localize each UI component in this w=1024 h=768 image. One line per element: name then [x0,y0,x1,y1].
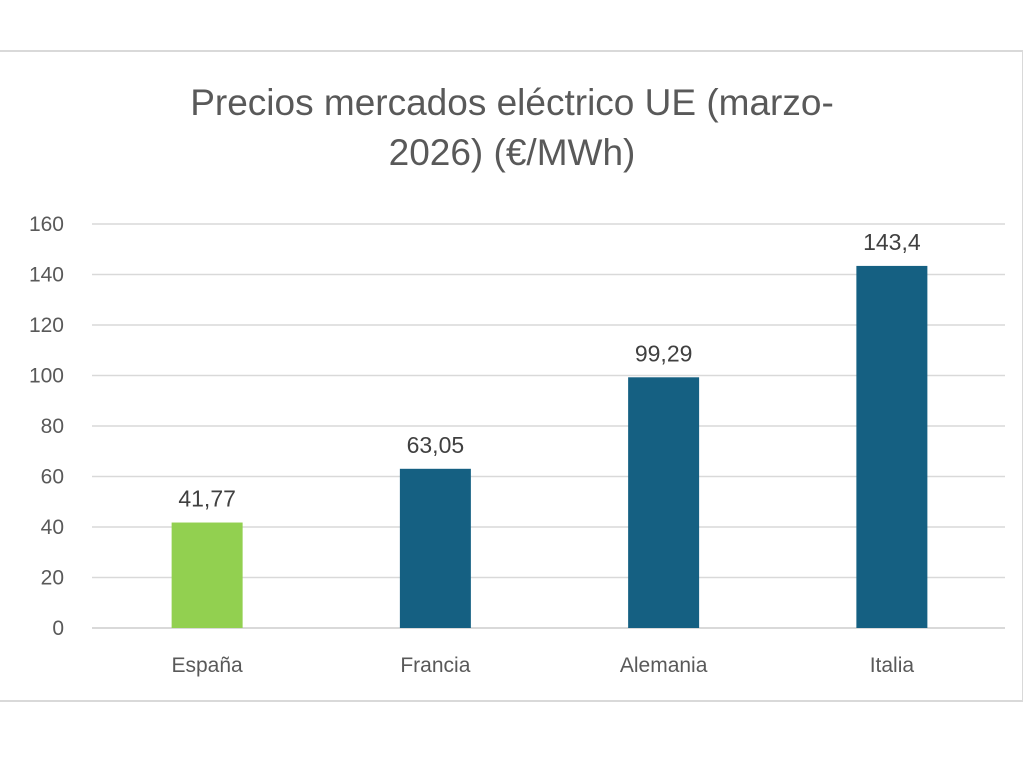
chart-title: Precios mercados eléctrico UE (marzo- 20… [0,78,1024,178]
y-tick-label: 160 [29,213,64,236]
data-label: 99,29 [635,340,693,366]
data-labels: 41,77 63,05 99,29 143,4 [178,229,921,512]
y-tick-label: 40 [41,516,64,539]
data-label: 63,05 [407,432,465,458]
bars [171,265,928,628]
x-tick-label: España [172,654,244,677]
y-tick-label: 20 [41,567,64,590]
chart-title-line-1: Precios mercados eléctrico UE (marzo- [190,82,834,123]
bar-españa [171,522,243,628]
bar-alemania [628,377,700,628]
x-tick-label: Alemania [620,654,708,677]
data-label: 41,77 [178,486,236,512]
y-tick-label: 100 [29,365,64,388]
y-tick-label: 120 [29,314,64,337]
gridlines [92,223,1005,629]
y-tick-label: 60 [41,466,64,489]
y-tick-label: 140 [29,264,64,287]
bar-italia [856,265,928,628]
y-tick-label: 80 [41,415,64,438]
x-axis-ticks: España Francia Alemania Italia [172,654,915,677]
x-tick-label: Italia [870,654,915,677]
data-label: 143,4 [863,229,921,255]
x-tick-label: Francia [400,654,470,677]
bar-francia [399,468,471,628]
y-tick-label: 0 [52,617,64,640]
chart-title-line-2: 2026) (€/MWh) [388,132,636,173]
y-axis-ticks: 0 20 40 60 80 100 120 140 160 [29,213,64,640]
